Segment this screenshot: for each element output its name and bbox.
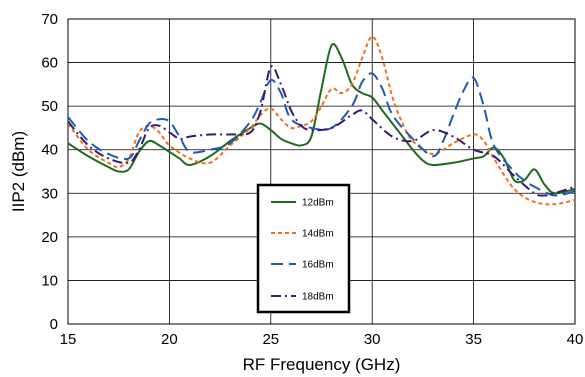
y-tick-label: 20 [41, 229, 58, 246]
legend-box [256, 183, 351, 314]
legend-label-18dBm: 18dBm [302, 292, 334, 303]
legend-label-14dBm: 14dBm [302, 229, 334, 240]
legend: 12dBm 14dBm 16dBm 18dBm [256, 183, 351, 314]
y-tick-label: 70 [41, 11, 58, 28]
plot-frame [67, 18, 576, 325]
x-tick-label: 20 [161, 331, 178, 348]
y-tick-label: 60 [41, 55, 58, 72]
x-axis-title: RF Frequency (GHz) [243, 355, 401, 374]
legend-label-12dBm: 12dBm [302, 198, 334, 209]
y-tick-label: 10 [41, 272, 58, 289]
series-group [68, 35, 575, 206]
x-tick-label: 40 [567, 331, 584, 348]
series-line-18dBm [68, 65, 575, 197]
y-axis-title: IIP2 (dBm) [9, 131, 28, 212]
series-line-14dBm [68, 35, 575, 206]
y-tick-label: 50 [41, 98, 58, 115]
x-tick-label: 15 [60, 331, 77, 348]
legend-label-16dBm: 16dBm [302, 260, 334, 271]
y-tick-label: 0 [50, 316, 58, 333]
x-tick-label: 25 [262, 331, 279, 348]
x-tick-label: 35 [465, 331, 482, 348]
y-tick-label: 40 [41, 142, 58, 159]
y-tick-label: 30 [41, 185, 58, 202]
x-tick-label: 30 [364, 331, 381, 348]
